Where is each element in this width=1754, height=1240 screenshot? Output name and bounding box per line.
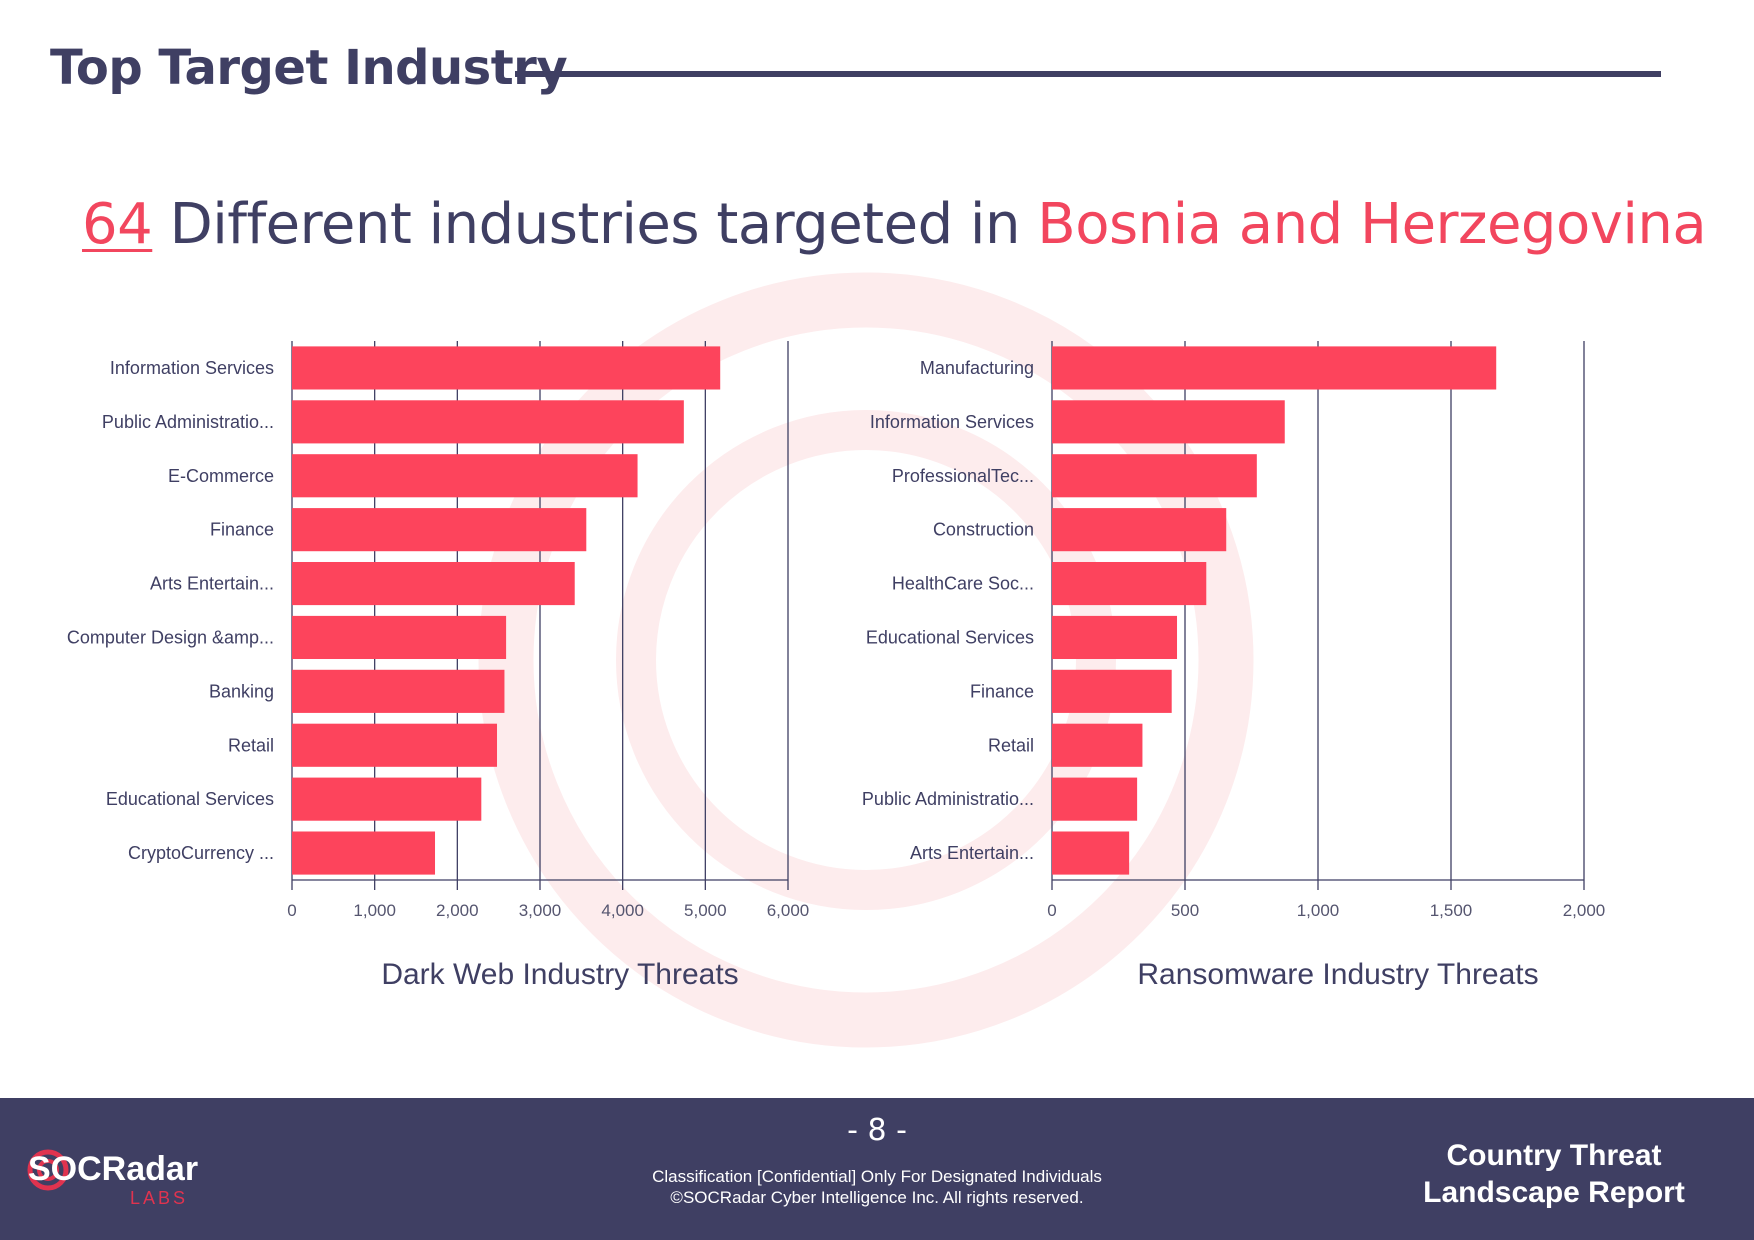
bar [292,400,684,444]
classification-line: Classification [Confidential] Only For D… [652,1167,1102,1186]
country-name: Bosnia and Herzegovina [1037,192,1707,257]
bar [1052,831,1130,875]
tick-label: 2,000 [1563,901,1606,920]
bar [1052,454,1257,498]
bar [292,508,587,552]
ransomware-chart: 0 500 1,000 1,500 2,000 Manufacturing Informat… [862,341,1606,991]
industry-count: 64 [82,192,153,257]
logo-sublabel: LABS [130,1188,188,1208]
category-label: Information Services [110,358,274,378]
category-label: CryptoCurrency ... [128,843,274,863]
headline: 64 Different industries targeted in Bosn… [82,192,1707,257]
bar [292,777,482,821]
bar [292,615,507,660]
category-label: HealthCare Soc... [892,574,1034,594]
bar [1052,400,1285,444]
category-label: Educational Services [106,789,274,809]
report-name-line1: Country Threat [1446,1139,1662,1172]
copyright-line: ©SOCRadar Cyber Intelligence Inc. All ri… [670,1188,1084,1207]
category-label: Manufacturing [920,358,1034,378]
bar [1052,777,1138,821]
classification-note: Classification [Confidential] Only For D… [0,1166,1754,1208]
category-label: Arts Entertain... [150,574,274,594]
socradar-logo: SOCRadar LABS [27,1149,198,1208]
headline-text: Different industries targeted in [152,192,1038,257]
dark-web-chart: 0 1,000 2,000 3,000 4,000 5,000 6,000 Informati… [67,341,810,991]
bar [292,723,498,767]
bar [292,346,721,390]
bar [1052,615,1178,660]
tick-label: 1,000 [353,901,396,920]
category-label: Arts Entertain... [910,843,1034,863]
category-label: Public Administratio... [862,789,1034,809]
bar [1052,669,1172,713]
category-label: Banking [209,681,274,701]
category-label: Educational Services [866,627,1034,647]
category-label: Finance [210,520,274,540]
report-name: Country Threat Landscape Report [1404,1137,1704,1211]
category-label: Public Administratio... [102,412,274,432]
bar [292,831,436,875]
category-label: Computer Design &amp... [67,627,274,647]
section-title: Top Target Industry [50,40,568,96]
bar [1052,346,1497,390]
tick-label: 6,000 [767,901,810,920]
tick-label: 3,000 [519,901,562,920]
category-label: Retail [988,735,1034,755]
title-rule [515,71,1661,77]
tick-label: 1,000 [1297,901,1340,920]
footer-bar [0,1098,1754,1240]
bar [292,561,575,606]
chart-title: Ransomware Industry Threats [1137,958,1538,991]
tick-label: 2,000 [436,901,479,920]
category-label: E-Commerce [168,466,274,486]
category-label: Information Services [870,412,1034,432]
tick-label: 4,000 [601,901,644,920]
report-name-line2: Landscape Report [1423,1176,1685,1209]
bar [1052,723,1143,767]
bar [292,454,638,498]
tick-label: 0 [1047,901,1056,920]
tick-label: 0 [287,901,296,920]
bar [1052,561,1207,606]
tick-label: 5,000 [684,901,727,920]
category-label: Construction [933,520,1034,540]
tick-label: 500 [1171,901,1199,920]
category-label: Finance [970,681,1034,701]
category-label: ProfessionalTec... [892,466,1034,486]
bar [292,669,505,713]
tick-label: 1,500 [1430,901,1473,920]
category-label: Retail [228,735,274,755]
bar [1052,508,1227,552]
radar-watermark [478,272,1254,1048]
chart-title: Dark Web Industry Threats [381,958,738,991]
logo-wordmark: SOCRadar [28,1150,198,1188]
page-number: - 8 - [847,1113,907,1148]
